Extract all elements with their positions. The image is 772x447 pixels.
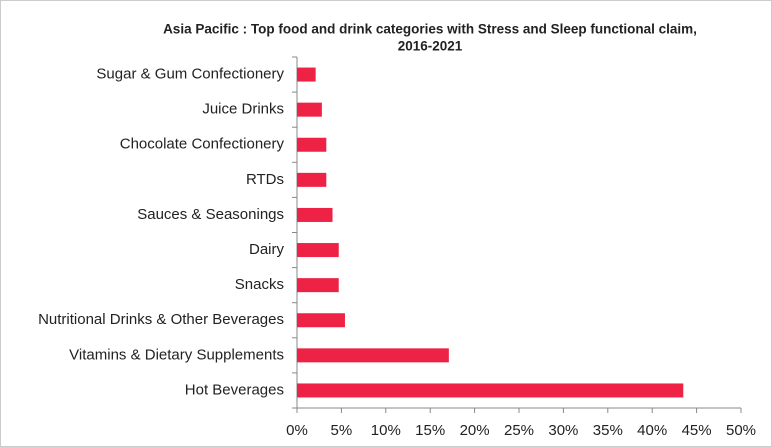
y-tick-label: Juice Drinks bbox=[202, 101, 284, 118]
chart-title: 2016-2021 bbox=[398, 39, 463, 54]
bar bbox=[297, 102, 322, 117]
y-tick-label: Chocolate Confectionery bbox=[120, 136, 285, 153]
bar bbox=[297, 137, 327, 152]
bar bbox=[297, 243, 339, 258]
y-tick-label: Vitamins & Dietary Supplements bbox=[69, 346, 284, 363]
y-tick-label: Sauces & Seasonings bbox=[137, 206, 284, 223]
bar bbox=[297, 383, 684, 398]
bar bbox=[297, 67, 316, 82]
x-tick-label: 5% bbox=[331, 422, 353, 439]
y-tick-label: RTDs bbox=[246, 171, 284, 188]
x-tick-label: 0% bbox=[286, 422, 308, 439]
x-tick-label: 10% bbox=[371, 422, 401, 439]
x-tick-label: 25% bbox=[504, 422, 534, 439]
y-tick-label: Sugar & Gum Confectionery bbox=[96, 66, 284, 83]
y-tick-label: Nutritional Drinks & Other Beverages bbox=[38, 311, 284, 328]
bar bbox=[297, 207, 333, 222]
bar bbox=[297, 172, 327, 187]
bar bbox=[297, 348, 449, 363]
x-tick-label: 35% bbox=[593, 422, 623, 439]
x-tick-label: 20% bbox=[460, 422, 490, 439]
y-tick-label: Snacks bbox=[235, 276, 284, 293]
x-tick-label: 15% bbox=[415, 422, 445, 439]
bar bbox=[297, 278, 339, 293]
x-tick-label: 40% bbox=[637, 422, 667, 439]
x-tick-label: 30% bbox=[548, 422, 578, 439]
bar bbox=[297, 313, 345, 328]
x-tick-label: 50% bbox=[726, 422, 756, 439]
y-tick-label: Dairy bbox=[249, 241, 285, 258]
x-tick-label: 45% bbox=[682, 422, 712, 439]
chart-title: Asia Pacific : Top food and drink catego… bbox=[163, 22, 697, 37]
y-tick-label: Hot Beverages bbox=[185, 381, 284, 398]
